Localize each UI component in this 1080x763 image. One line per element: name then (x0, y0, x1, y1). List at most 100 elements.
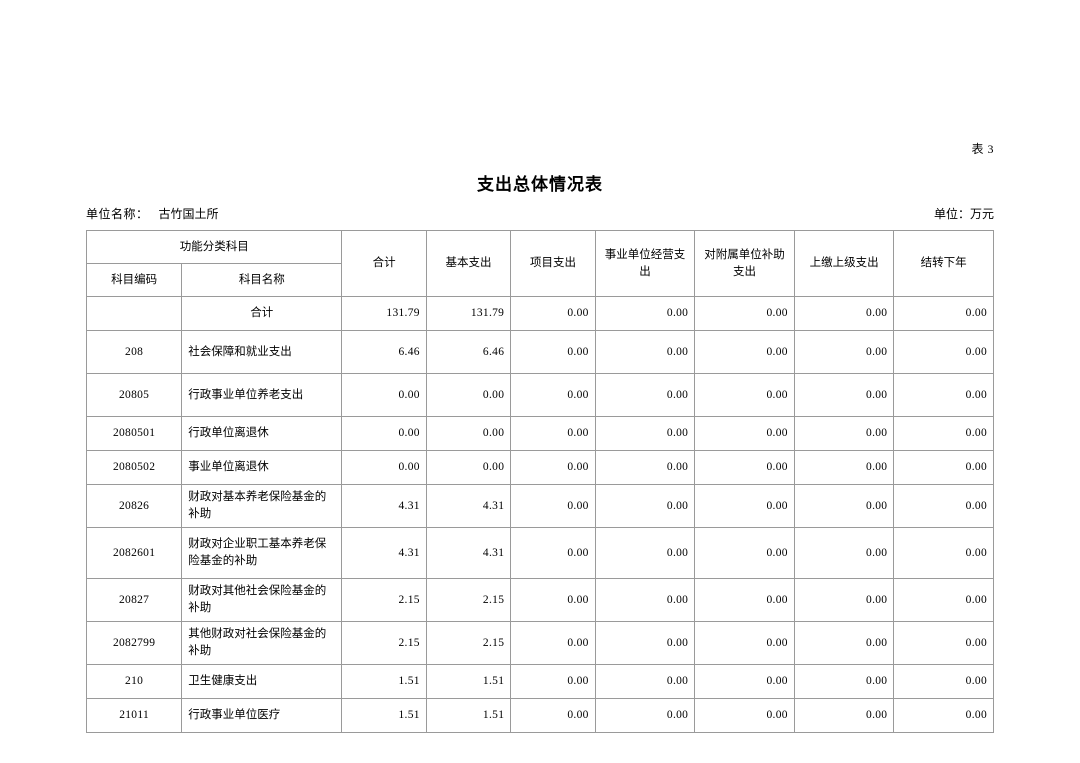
cell-subject-name: 行政事业单位医疗 (181, 698, 343, 733)
cell-carryover: 0.00 (893, 698, 994, 733)
table-row: 20805 行政事业单位养老支出 0.00 0.00 0.00 0.00 0.00 0.00 0… (85, 373, 994, 417)
header-subject-name: 科目名称 (181, 263, 343, 297)
cell-subject-code: 20805 (85, 373, 183, 417)
page-title: 支出总体情况表 (477, 175, 603, 194)
cell-subsidy: 0.00 (694, 664, 795, 699)
cell-basic: 1.51 (425, 698, 512, 733)
cell-basic: 0.00 (425, 373, 512, 417)
cell-total: 131.79 (341, 296, 427, 331)
cell-business: 0.00 (594, 296, 696, 331)
cell-project: 0.00 (510, 484, 596, 528)
table-head: 功能分类科目 合计 基本支出 项目支出 事业单位经营支出 对附属单位补助支出 上… (85, 230, 994, 297)
cell-carryover: 0.00 (893, 373, 994, 417)
cell-subject-name: 行政单位离退休 (181, 416, 343, 451)
cell-subsidy: 0.00 (694, 621, 795, 665)
cell-business: 0.00 (594, 330, 696, 374)
table-row: 合计 131.79 131.79 0.00 0.00 0.00 0.00 0.00 (85, 296, 994, 331)
cell-upper: 0.00 (793, 578, 895, 622)
header-project-expenditure: 项目支出 (510, 230, 596, 297)
cell-project: 0.00 (510, 698, 596, 733)
cell-project: 0.00 (510, 664, 596, 699)
cell-subject-code: 2080501 (85, 416, 183, 451)
cell-subject-name: 卫生健康支出 (181, 664, 343, 699)
cell-subsidy: 0.00 (694, 330, 795, 374)
cell-basic: 4.31 (425, 527, 512, 579)
table-row: 2082601 财政对企业职工基本养老保险基金的补助 4.31 4.31 0.00 0.0… (85, 527, 994, 579)
cell-business: 0.00 (594, 450, 696, 485)
cell-subsidy: 0.00 (694, 578, 795, 622)
cell-subject-code: 2080502 (85, 450, 183, 485)
cell-subject-code (85, 296, 183, 331)
cell-project: 0.00 (510, 527, 596, 579)
cell-upper: 0.00 (793, 527, 895, 579)
cell-subsidy: 0.00 (694, 698, 795, 733)
cell-subsidy: 0.00 (694, 296, 795, 331)
table-row: 2082799 其他财政对社会保险基金的补助 2.15 2.15 0.00 0.00 0.0… (85, 621, 994, 665)
cell-business: 0.00 (594, 416, 696, 451)
cell-carryover: 0.00 (893, 330, 994, 374)
cell-total: 4.31 (341, 484, 427, 528)
unit-name-value: 古竹国土所 (158, 207, 219, 221)
cell-project: 0.00 (510, 296, 596, 331)
cell-subsidy: 0.00 (694, 450, 795, 485)
cell-carryover: 0.00 (893, 621, 994, 665)
table-row: 2080501 行政单位离退休 0.00 0.00 0.00 0.00 0.00 0.00 0.… (85, 416, 994, 451)
cell-upper: 0.00 (793, 296, 895, 331)
table-body: 合计 131.79 131.79 0.00 0.00 0.00 0.00 0.00 208 社会保… (85, 296, 994, 733)
cell-subject-code: 208 (85, 330, 183, 374)
cell-subject-name: 其他财政对社会保险基金的补助 (181, 621, 343, 665)
cell-basic: 0.00 (425, 416, 512, 451)
cell-carryover: 0.00 (893, 484, 994, 528)
sheet-number: 表 3 (971, 142, 994, 156)
cell-project: 0.00 (510, 416, 596, 451)
cell-total: 0.00 (341, 450, 427, 485)
cell-upper: 0.00 (793, 621, 895, 665)
cell-subject-code: 2082799 (85, 621, 183, 665)
cell-subject-code: 210 (85, 664, 183, 699)
table-row: 21011 行政事业单位医疗 1.51 1.51 0.00 0.00 0.00 0.00 0.0… (85, 698, 994, 733)
cell-total: 1.51 (341, 698, 427, 733)
header-business-expenditure: 事业单位经营支出 (594, 230, 696, 297)
cell-subject-name: 合计 (181, 296, 343, 331)
cell-total: 4.31 (341, 527, 427, 579)
cell-business: 0.00 (594, 373, 696, 417)
cell-upper: 0.00 (793, 698, 895, 733)
table-header-row-group: 功能分类科目 合计 基本支出 项目支出 事业单位经营支出 对附属单位补助支出 上… (85, 230, 994, 297)
cell-subject-code: 2082601 (85, 527, 183, 579)
cell-subject-code: 21011 (85, 698, 183, 733)
cell-upper: 0.00 (793, 373, 895, 417)
expenditure-overview-table: 功能分类科目 合计 基本支出 项目支出 事业单位经营支出 对附属单位补助支出 上… (85, 230, 994, 733)
cell-business: 0.00 (594, 484, 696, 528)
cell-basic: 6.46 (425, 330, 512, 374)
cell-subject-name: 财政对企业职工基本养老保险基金的补助 (181, 527, 343, 579)
header-basic-expenditure: 基本支出 (425, 230, 512, 297)
header-upper-level-expenditure: 上缴上级支出 (793, 230, 895, 297)
cell-basic: 131.79 (425, 296, 512, 331)
header-subject-code: 科目编码 (85, 263, 183, 297)
table-row: 208 社会保障和就业支出 6.46 6.46 0.00 0.00 0.00 0.00 0.00 (85, 330, 994, 374)
cell-basic: 1.51 (425, 664, 512, 699)
cell-basic: 2.15 (425, 578, 512, 622)
cell-subsidy: 0.00 (694, 416, 795, 451)
cell-total: 1.51 (341, 664, 427, 699)
cell-subject-name: 财政对其他社会保险基金的补助 (181, 578, 343, 622)
cell-carryover: 0.00 (893, 416, 994, 451)
cell-basic: 4.31 (425, 484, 512, 528)
header-subsidy-expenditure: 对附属单位补助支出 (694, 230, 795, 297)
cell-carryover: 0.00 (893, 527, 994, 579)
cell-business: 0.00 (594, 527, 696, 579)
table-row: 20827 财政对其他社会保险基金的补助 2.15 2.15 0.00 0.00 0.00 0… (85, 578, 994, 622)
cell-upper: 0.00 (793, 330, 895, 374)
cell-total: 2.15 (341, 578, 427, 622)
cell-project: 0.00 (510, 330, 596, 374)
cell-carryover: 0.00 (893, 450, 994, 485)
cell-project: 0.00 (510, 578, 596, 622)
header-function-category-group: 功能分类科目 (85, 230, 343, 264)
cell-subject-name: 社会保障和就业支出 (181, 330, 343, 374)
cell-subject-name: 事业单位离退休 (181, 450, 343, 485)
cell-carryover: 0.00 (893, 664, 994, 699)
cell-total: 0.00 (341, 416, 427, 451)
table-row: 20826 财政对基本养老保险基金的补助 4.31 4.31 0.00 0.00 0.00 0… (85, 484, 994, 528)
cell-business: 0.00 (594, 621, 696, 665)
cell-business: 0.00 (594, 698, 696, 733)
